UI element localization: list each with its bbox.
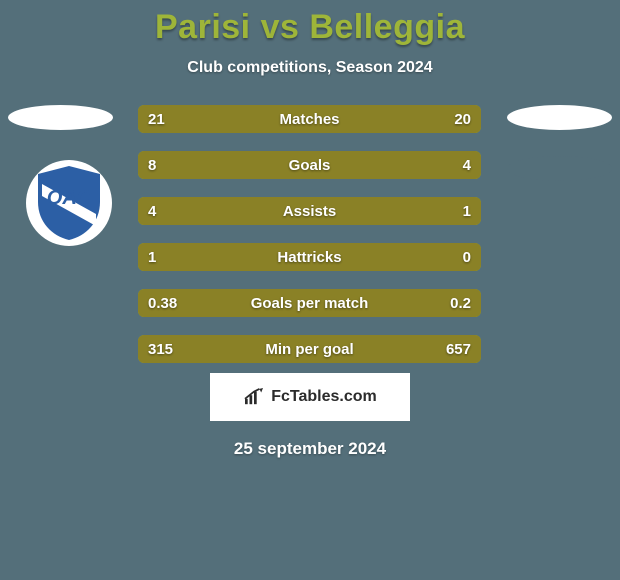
stat-label: Goals: [138, 151, 481, 179]
player-right-club-avatar: [507, 156, 612, 181]
stat-row: 41Assists: [138, 197, 481, 225]
player-left-club-badge: QAC: [26, 160, 112, 246]
svg-text:QAC: QAC: [47, 187, 92, 209]
player-right-avatar: [507, 105, 612, 130]
stat-label: Hattricks: [138, 243, 481, 271]
stat-label: Assists: [138, 197, 481, 225]
card-title: Parisi vs Belleggia: [0, 8, 620, 47]
stat-row: 84Goals: [138, 151, 481, 179]
card-subtitle: Club competitions, Season 2024: [0, 59, 620, 77]
stat-label: Matches: [138, 105, 481, 133]
fctables-chart-icon: [243, 388, 265, 406]
club-shield-icon: QAC: [34, 164, 104, 242]
stat-label: Goals per match: [138, 289, 481, 317]
stat-row: 315657Min per goal: [138, 335, 481, 363]
comparison-card: Parisi vs Belleggia Club competitions, S…: [0, 0, 620, 580]
date-text: 25 september 2024: [0, 439, 620, 459]
stat-bars: 2120Matches 84Goals 41Assists 10Hattricks 0.…: [138, 105, 481, 381]
source-logo-text: FcTables.com: [271, 388, 377, 406]
stat-row: 10Hattricks: [138, 243, 481, 271]
stat-row: 2120Matches: [138, 105, 481, 133]
stat-row: 0.380.2Goals per match: [138, 289, 481, 317]
player-left-avatar: [8, 105, 113, 130]
stat-label: Min per goal: [138, 335, 481, 363]
